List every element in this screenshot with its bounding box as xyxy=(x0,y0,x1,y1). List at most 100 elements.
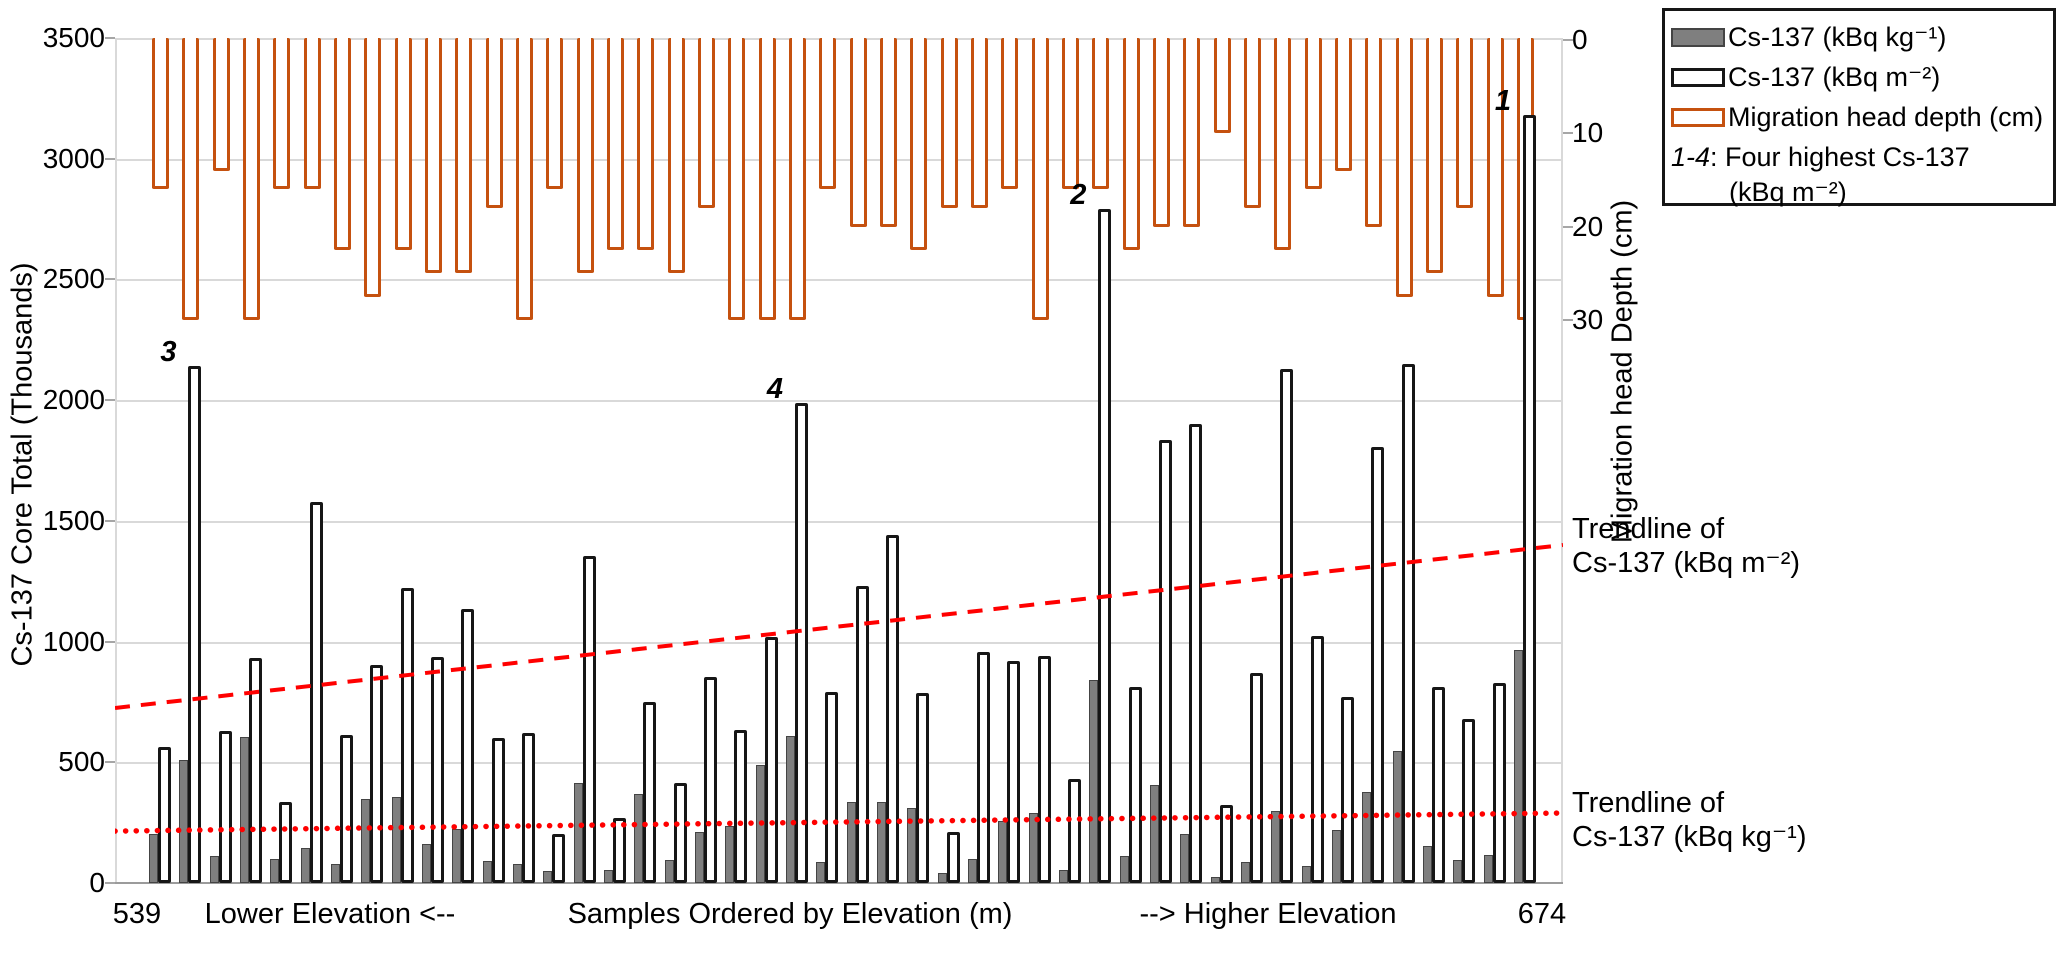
bar-migration-depth xyxy=(424,38,442,274)
gray-bar-swatch-icon xyxy=(1671,27,1725,47)
bar-cs137-m2 xyxy=(946,832,960,883)
bar-cs137-m2 xyxy=(1431,687,1445,883)
legend-note-prefix: 1-4 xyxy=(1671,141,1711,172)
y-axis-tick-mark xyxy=(1563,39,1573,41)
bar-cs137-kg xyxy=(1119,856,1129,883)
rank-annotation: 3 xyxy=(160,336,177,369)
x-axis-line xyxy=(115,882,1563,884)
bar-cs137-kg xyxy=(270,858,280,883)
bar-cs137-m2 xyxy=(1371,447,1385,883)
y-axis-tick-label-left: 3500 xyxy=(42,22,105,53)
bar-cs137-m2 xyxy=(703,676,717,883)
x-axis-label: Samples Ordered by Elevation (m) xyxy=(567,898,1013,930)
y-axis-tick-label-left: 2000 xyxy=(42,384,105,416)
y-axis-tick-mark xyxy=(105,278,115,281)
bar-migration-depth xyxy=(1425,38,1443,274)
bar-cs137-m2 xyxy=(643,701,657,883)
bar-cs137-kg xyxy=(1028,813,1038,883)
orange-bar-swatch-icon xyxy=(1671,107,1725,127)
x-axis-label: --> Higher Elevation xyxy=(1139,898,1397,930)
bar-cs137-kg xyxy=(1422,845,1432,883)
bar-migration-depth xyxy=(819,38,837,190)
bar-migration-depth xyxy=(333,38,351,250)
legend: Cs-137 (kBq kg⁻¹) Cs-137 (kBq m⁻²) Migra… xyxy=(1662,8,2056,207)
bar-migration-depth xyxy=(758,38,776,320)
y-axis-tick-label-right: 10 xyxy=(1572,117,1604,149)
bar-cs137-m2 xyxy=(1462,718,1476,883)
bar-cs137-kg xyxy=(694,832,704,883)
bar-migration-depth xyxy=(667,38,685,274)
bar-cs137-kg xyxy=(452,828,462,883)
bar-cs137-m2 xyxy=(1128,687,1142,883)
legend-item-cs137-m2: Cs-137 (kBq m⁻²) xyxy=(1671,62,1940,92)
bar-cs137-kg xyxy=(1513,650,1523,883)
y-axis-tick-mark xyxy=(105,399,115,402)
bar-cs137-kg xyxy=(998,821,1008,883)
white-bar-swatch-icon xyxy=(1671,67,1725,87)
bar-migration-depth xyxy=(910,38,928,250)
y-axis-tick-label-left: 1000 xyxy=(42,625,105,657)
bar-migration-depth xyxy=(1243,38,1261,208)
bar-cs137-m2 xyxy=(1340,697,1354,883)
bar-migration-depth xyxy=(606,38,624,250)
bar-cs137-kg xyxy=(209,856,219,883)
bar-cs137-m2 xyxy=(279,802,293,883)
bar-cs137-kg xyxy=(603,869,613,883)
bar-migration-depth xyxy=(576,38,594,274)
trendline-label-m2: Trendline of Cs-137 (kBq m⁻²) xyxy=(1572,512,1800,580)
bar-migration-depth xyxy=(879,38,897,227)
bar-migration-depth xyxy=(1001,38,1019,190)
bar-cs137-kg xyxy=(573,782,583,883)
bar-migration-depth xyxy=(303,38,321,190)
bar-cs137-m2 xyxy=(1158,439,1172,883)
bar-cs137-kg xyxy=(330,863,340,883)
y-axis-tick-label-right: 20 xyxy=(1572,210,1604,242)
bar-cs137-m2 xyxy=(1098,209,1112,883)
y-axis-tick-mark xyxy=(1563,225,1573,228)
bar-cs137-m2 xyxy=(339,734,353,883)
bar-cs137-m2 xyxy=(794,402,808,883)
bar-migration-depth xyxy=(394,38,412,250)
bar-cs137-m2 xyxy=(1219,804,1233,883)
bar-cs137-kg xyxy=(179,759,189,883)
bar-migration-depth xyxy=(940,38,958,208)
y-axis-tick-label-left: 500 xyxy=(58,746,105,778)
bar-cs137-m2 xyxy=(218,730,232,883)
legend-note-line2: (kBq m⁻²) xyxy=(1729,177,1847,207)
legend-item-migration-depth: Migration head depth (cm) xyxy=(1671,102,2043,132)
bar-cs137-kg xyxy=(1301,866,1311,883)
bar-migration-depth xyxy=(515,38,533,320)
bar-migration-depth xyxy=(1183,38,1201,227)
bar-cs137-m2 xyxy=(188,366,202,883)
bar-migration-depth xyxy=(1334,38,1352,171)
y-axis-tick-label-right: 0 xyxy=(1572,24,1588,55)
bar-migration-depth xyxy=(485,38,503,208)
bar-cs137-m2 xyxy=(552,833,566,883)
rank-annotation: 1 xyxy=(1494,85,1511,118)
y-axis-tick-mark xyxy=(1563,318,1573,321)
bar-migration-depth xyxy=(1031,38,1049,320)
bar-migration-depth xyxy=(1365,38,1383,227)
bar-cs137-m2 xyxy=(1189,424,1203,883)
bar-cs137-kg xyxy=(664,860,674,883)
legend-item-cs137-kg: Cs-137 (kBq kg⁻¹) xyxy=(1671,22,1946,52)
bar-cs137-m2 xyxy=(1007,660,1021,883)
y-axis-tick-mark xyxy=(105,157,115,160)
rank-annotation: 2 xyxy=(1070,179,1087,212)
bar-cs137-m2 xyxy=(1401,363,1415,883)
bar-cs137-m2 xyxy=(521,733,535,883)
y-axis-tick-mark xyxy=(105,640,115,643)
bar-cs137-m2 xyxy=(855,586,869,883)
bar-migration-depth xyxy=(788,38,806,320)
y-axis-tick-mark xyxy=(105,37,115,39)
bar-migration-depth xyxy=(1395,38,1413,297)
bar-cs137-kg xyxy=(816,862,826,883)
gridline xyxy=(115,641,1563,644)
bar-migration-depth xyxy=(849,38,867,227)
bar-cs137-m2 xyxy=(976,652,990,883)
bar-cs137-m2 xyxy=(400,588,414,883)
bar-cs137-kg xyxy=(725,826,735,883)
gridline xyxy=(115,279,1563,282)
bar-migration-depth xyxy=(697,38,715,208)
bar-cs137-kg xyxy=(846,802,856,883)
